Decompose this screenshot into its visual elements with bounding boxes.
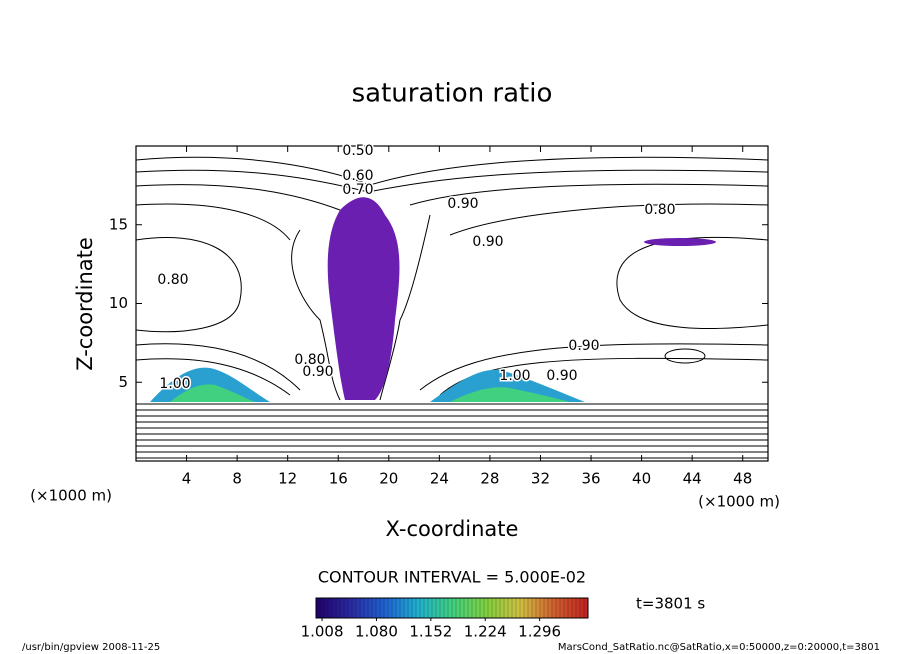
x-axis-label: X-coordinate <box>386 517 519 541</box>
x-tick-label: 40 <box>632 470 651 488</box>
contour-label: 0.80 <box>644 202 675 218</box>
colorbar <box>315 597 589 619</box>
x-tick-label: 4 <box>182 470 192 488</box>
chart-title: saturation ratio <box>352 79 553 109</box>
x-tick-label: 8 <box>232 470 242 488</box>
y-tick-label: 10 <box>109 294 128 312</box>
contour-label: 0.70 <box>342 182 373 198</box>
contour-label: 0.80 <box>157 272 188 288</box>
x-tick-label: 48 <box>733 470 752 488</box>
x-tick-label: 20 <box>379 470 398 488</box>
contour-label: 1.00 <box>159 376 190 392</box>
contour-label: 0.80 <box>294 352 325 368</box>
contour-label: 0.90 <box>568 338 599 354</box>
colorbar-tick-label: 1.224 <box>464 623 507 641</box>
x-unit: (×1000 m) <box>30 487 112 505</box>
contour-label: 0.60 <box>342 168 373 184</box>
y-tick-label: 15 <box>109 215 128 233</box>
colorbar-tick-label: 1.008 <box>301 623 344 641</box>
x-tick-label: 28 <box>480 470 499 488</box>
colorbar-tick-label: 1.080 <box>355 623 398 641</box>
y-tick-label: 5 <box>118 373 128 391</box>
x-tick-label: 24 <box>430 470 449 488</box>
contour-label: 0.90 <box>302 364 333 380</box>
contour-label: 0.90 <box>546 368 577 384</box>
y-unit: (×1000 m) <box>698 493 780 511</box>
colorbar-tick-label: 1.152 <box>409 623 452 641</box>
contour-field <box>135 156 769 459</box>
x-tick-label: 32 <box>531 470 550 488</box>
time-label: t=3801 s <box>636 595 705 613</box>
plot-frame <box>135 145 769 462</box>
colorbar-tick-label: 1.296 <box>518 623 561 641</box>
x-tick-label: 16 <box>329 470 348 488</box>
contour-interval: CONTOUR INTERVAL = 5.000E-02 <box>318 568 586 587</box>
contour-label: 0.90 <box>472 234 503 250</box>
contour-label: 0.50 <box>342 143 373 159</box>
x-tick-label: 44 <box>683 470 702 488</box>
x-tick-label: 12 <box>278 470 297 488</box>
x-tick-label: 36 <box>581 470 600 488</box>
contour-label: 1.00 <box>499 368 530 384</box>
y-axis-label: Z-coordinate <box>73 237 97 371</box>
footer-right: MarsCond_SatRatio.nc@SatRatio,x=0:50000,… <box>558 642 880 653</box>
footer-left: /usr/bin/gpview 2008-11-25 <box>22 642 160 653</box>
contour-label: 0.90 <box>447 196 478 212</box>
